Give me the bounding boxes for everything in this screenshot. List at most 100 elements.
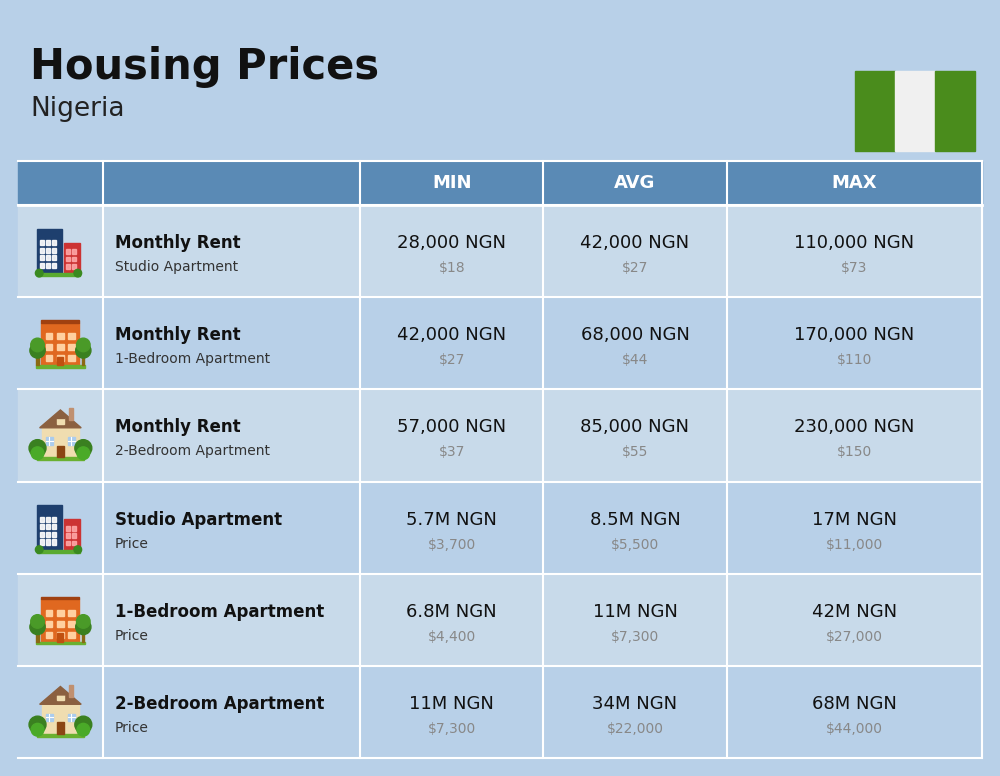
Text: $22,000: $22,000 (606, 722, 663, 736)
Bar (36, 631, 39, 642)
Bar (68, 632, 75, 638)
Text: 68M NGN: 68M NGN (812, 695, 897, 713)
Text: 34M NGN: 34M NGN (592, 695, 678, 713)
Bar (52, 532, 56, 537)
Bar (40, 517, 44, 521)
Bar (46, 263, 50, 268)
Bar (68, 621, 75, 626)
Text: MAX: MAX (831, 174, 877, 192)
Text: 42,000 NGN: 42,000 NGN (580, 234, 690, 252)
Bar (72, 264, 76, 269)
Text: 11M NGN: 11M NGN (409, 695, 494, 713)
Circle shape (75, 440, 92, 456)
Bar (66, 264, 70, 269)
Bar (46, 621, 52, 626)
Bar (46, 525, 50, 529)
Text: 17M NGN: 17M NGN (812, 511, 897, 528)
Text: $27: $27 (622, 261, 648, 275)
Circle shape (29, 716, 46, 733)
Text: 28,000 NGN: 28,000 NGN (397, 234, 506, 252)
Bar (82, 631, 84, 642)
Bar (40, 532, 44, 537)
Text: Price: Price (115, 536, 149, 551)
Circle shape (35, 269, 43, 277)
Bar (46, 255, 50, 261)
Bar (82, 355, 84, 365)
Text: 1-Bedroom Apartment: 1-Bedroom Apartment (115, 352, 270, 366)
Bar (57, 357, 63, 365)
Text: $18: $18 (438, 261, 465, 275)
Text: $11,000: $11,000 (826, 538, 883, 552)
Bar (66, 541, 70, 546)
Bar (57, 344, 64, 350)
Bar (40, 248, 44, 253)
Bar (72, 526, 76, 531)
Bar (18, 161, 982, 205)
Bar (68, 355, 75, 361)
Polygon shape (40, 687, 81, 705)
Circle shape (29, 440, 46, 456)
Bar (41, 597, 79, 599)
Bar (64, 243, 80, 273)
Polygon shape (56, 691, 65, 695)
Text: 8.5M NGN: 8.5M NGN (590, 511, 680, 528)
Text: $73: $73 (841, 261, 867, 275)
Bar (57, 621, 64, 626)
Text: 85,000 NGN: 85,000 NGN (580, 418, 689, 436)
Bar (36, 642, 85, 644)
Bar (66, 533, 70, 538)
Bar (57, 722, 64, 734)
Bar (37, 734, 84, 736)
Circle shape (30, 619, 45, 635)
Bar (68, 610, 75, 615)
Bar (37, 549, 80, 553)
Bar (46, 610, 52, 615)
Bar (935, 71, 975, 151)
Bar (52, 248, 56, 253)
Bar (46, 539, 50, 545)
Bar (18, 666, 982, 758)
Text: Housing Prices: Housing Prices (30, 46, 379, 88)
Bar (69, 684, 73, 697)
Bar (72, 533, 76, 538)
Bar (40, 525, 44, 529)
Text: $3,700: $3,700 (428, 538, 476, 552)
Bar (36, 355, 39, 365)
Circle shape (31, 615, 44, 629)
Bar (18, 573, 982, 666)
Bar (37, 458, 84, 460)
Bar (68, 333, 75, 339)
Bar (41, 599, 79, 642)
Bar (40, 539, 44, 545)
Bar (57, 355, 64, 361)
Circle shape (31, 338, 44, 352)
Text: 68,000 NGN: 68,000 NGN (581, 326, 689, 345)
Circle shape (76, 619, 91, 635)
Text: Studio Apartment: Studio Apartment (115, 260, 238, 274)
Bar (68, 344, 75, 350)
Bar (57, 633, 63, 642)
Text: Nigeria: Nigeria (30, 96, 124, 122)
Bar (41, 320, 79, 323)
Text: $27: $27 (439, 353, 465, 367)
Text: 11M NGN: 11M NGN (593, 603, 677, 621)
Bar (895, 71, 935, 151)
Text: AVG: AVG (614, 174, 656, 192)
Bar (69, 408, 73, 420)
Circle shape (76, 343, 91, 358)
Bar (66, 249, 70, 254)
Circle shape (31, 723, 44, 736)
Bar (40, 255, 44, 261)
Bar (72, 249, 76, 254)
Bar (40, 263, 44, 268)
Text: 57,000 NGN: 57,000 NGN (397, 418, 506, 436)
Bar (52, 525, 56, 529)
Bar (18, 297, 982, 390)
Text: Price: Price (115, 721, 149, 735)
Circle shape (31, 447, 44, 459)
Text: $27,000: $27,000 (826, 630, 883, 644)
Bar (52, 539, 56, 545)
Text: Studio Apartment: Studio Apartment (115, 511, 282, 528)
Text: Price: Price (115, 629, 149, 643)
Bar (52, 240, 56, 245)
